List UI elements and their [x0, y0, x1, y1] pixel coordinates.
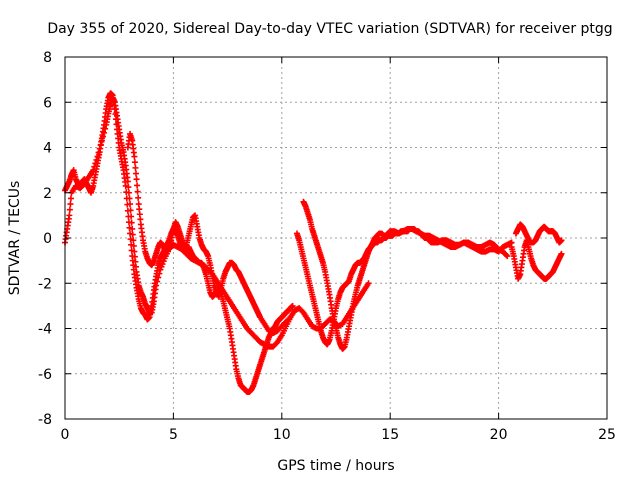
data-point-marker — [133, 170, 140, 177]
data-point-marker — [133, 263, 140, 270]
series-arc-6 — [508, 237, 565, 282]
series-arc-3 — [124, 130, 294, 337]
y-axis-label: SDTVAR / TECUs — [7, 181, 23, 296]
data-point-marker — [92, 160, 99, 167]
data-point-marker — [93, 156, 100, 163]
data-point-marker — [67, 201, 74, 208]
data-point-marker — [96, 145, 103, 152]
data-point-marker — [127, 207, 134, 214]
axis-ticks — [64, 56, 608, 420]
data-point-marker — [127, 201, 134, 208]
data-point-marker — [91, 163, 98, 170]
data-point-marker — [130, 242, 137, 249]
data-point-marker — [154, 278, 161, 285]
y-tick-label: -8 — [38, 412, 52, 428]
x-tick-label: 15 — [381, 427, 399, 443]
data-point-marker — [158, 263, 165, 270]
data-point-marker — [289, 302, 296, 309]
data-point-marker — [365, 280, 372, 287]
data-point-marker — [155, 274, 162, 281]
data-point-marker — [130, 237, 137, 244]
y-tick-label: -4 — [38, 322, 52, 338]
data-point-marker — [99, 133, 106, 140]
data-point-marker — [124, 178, 131, 185]
data-point-marker — [134, 182, 141, 189]
data-point-marker — [558, 237, 565, 244]
data-point-marker — [125, 184, 132, 191]
data-point-marker — [131, 159, 138, 166]
series-arc-1 — [62, 90, 296, 395]
x-tick-label: 5 — [169, 427, 178, 443]
data-point-marker — [131, 153, 138, 160]
data-point-marker — [156, 270, 163, 277]
y-tick-label: 6 — [43, 95, 52, 111]
data-point-marker — [129, 231, 136, 238]
series-arc-7 — [512, 221, 565, 246]
data-point-marker — [160, 258, 167, 265]
data-point-marker — [132, 164, 139, 171]
x-tick-label: 25 — [598, 427, 616, 443]
data-point-marker — [134, 188, 141, 195]
data-point-marker — [67, 195, 74, 202]
data-point-marker — [136, 211, 143, 218]
y-tick-label: -6 — [38, 367, 52, 383]
data-point-marker — [98, 137, 105, 144]
data-point-marker — [94, 153, 101, 160]
x-tick-labels: 0 5 10 15 20 25 — [61, 427, 616, 443]
data-point-marker — [125, 189, 132, 196]
data-point-marker — [66, 206, 73, 213]
y-tick-labels: -8 -6 -4 -2 0 2 4 6 8 — [38, 50, 52, 428]
x-tick-label: 20 — [490, 427, 508, 443]
data-point-marker — [101, 129, 108, 136]
series-arc-5 — [300, 198, 515, 352]
data-point-marker — [135, 194, 142, 201]
data-point-marker — [503, 251, 510, 258]
y-tick-label: 0 — [43, 231, 52, 247]
data-point-marker — [135, 201, 142, 208]
data-point-marker — [129, 225, 136, 232]
data-point-marker — [136, 206, 143, 213]
data-point-marker — [504, 253, 511, 260]
data-point-marker — [132, 258, 139, 265]
data-point-marker — [153, 282, 160, 289]
data-point-marker — [66, 212, 73, 219]
data-point-marker — [97, 141, 104, 148]
data-point-marker — [90, 167, 97, 174]
y-tick-label: 8 — [43, 50, 52, 66]
series-arc-2 — [62, 94, 372, 350]
data-point-marker — [126, 195, 133, 202]
data-point-marker — [128, 219, 135, 226]
data-point-marker — [133, 176, 140, 183]
data-point-marker — [95, 149, 102, 156]
y-tick-label: -2 — [38, 276, 52, 292]
x-axis-label: GPS time / hours — [277, 458, 394, 474]
data-point-marker — [131, 248, 138, 255]
x-tick-label: 0 — [61, 427, 70, 443]
data-points — [62, 90, 565, 395]
y-tick-label: 4 — [43, 141, 52, 157]
data-point-marker — [558, 250, 565, 257]
data-point-marker — [102, 125, 109, 132]
y-tick-label: 2 — [43, 186, 52, 202]
data-point-marker — [159, 261, 166, 268]
data-point-marker — [287, 314, 294, 321]
data-point-marker — [128, 213, 135, 220]
data-point-marker — [157, 266, 164, 273]
data-point-marker — [137, 216, 144, 223]
x-tick-label: 10 — [273, 427, 291, 443]
chart-title: Day 355 of 2020, Sidereal Day-to-day VTE… — [47, 21, 612, 37]
data-point-marker — [286, 315, 293, 322]
data-point-marker — [131, 253, 138, 260]
